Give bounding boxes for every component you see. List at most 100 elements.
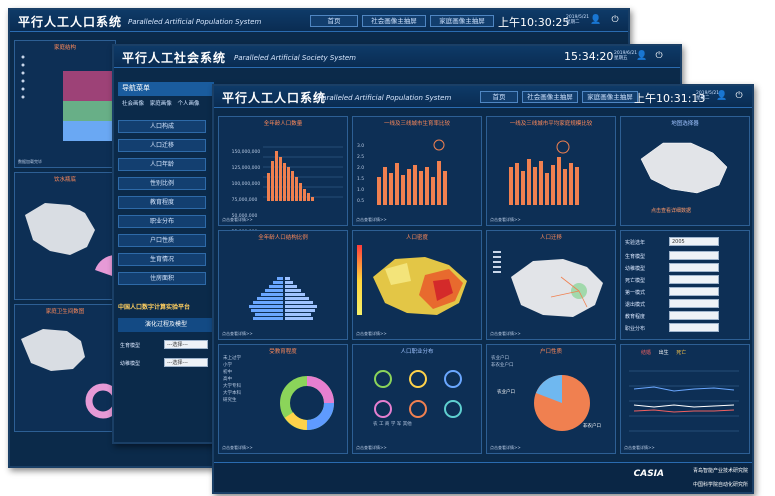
menu-item-birth[interactable]: 生育情况 [118,253,206,266]
experiment-selector-panel: 实验选年 2005 生育模型 幼稚模型 死亡模型 第一模式 退出模式 教育程度 … [620,230,750,340]
family-size-panel: 一线及三线城市平均家庭规模比较 点击查看详情>> [486,116,616,226]
hukou-label-agri: 农业户口 [497,390,515,395]
selector-input[interactable] [669,287,719,296]
occ-label: 军 [396,422,402,427]
user-icon[interactable]: 👤 [590,15,602,25]
density-legend-scale [357,245,362,315]
legend-item: 大学本科 [223,391,241,396]
panel-footer[interactable]: 点击查看详情>> [490,445,521,450]
panel-footer[interactable]: 点击查看详情>> [356,445,387,450]
tick: 75,000,000 [231,198,258,203]
front-titlebar: 平行人工人口系统 Paralleled Artificial Populatio… [214,86,752,108]
selector-input[interactable] [669,311,719,320]
status-text: 数据加载完毕 [18,159,42,164]
app-title: 平行人工人口系统 [222,91,327,105]
selector-input[interactable] [669,299,719,308]
panel-title: 受教育程度 [269,349,297,355]
vital-line-chart [629,370,739,432]
tab-social[interactable]: 社会画像 [122,101,145,107]
row-label: 死亡模型 [625,278,646,284]
tick: 3.0 [357,144,365,149]
power-icon[interactable]: ⏻ [611,15,619,25]
occ-label: 商 [384,422,390,427]
tabs: 社会画像 家庭画像 个人画像 [118,98,214,110]
app-title: 平行人工人口系统 [18,15,123,29]
menu-item-housing[interactable]: 住房面积 [118,272,206,285]
education-panel: 受教育程度 未上过学 小学 初中 高中 大学专科 大学本科 研究生 点击查看详情… [218,344,348,454]
tick: 1.0 [357,188,365,193]
panel-title: 饮水瓶底 [53,177,76,183]
legend-item: 初中 [223,370,232,375]
occupation-labels: 农 工 商 学 军 其他 [373,421,412,427]
back-titlebar: 平行人工人口系统 Paralleled Artificial Populatio… [10,10,628,32]
row-label: 生育模型 [625,254,646,260]
map-hint[interactable]: 点击查看详细数据 [651,208,692,214]
migration-panel: 人口迁移 点击查看详情>> [486,230,616,340]
app-subtitle: Paralleled Artificial Society System [234,54,356,62]
selector-input[interactable] [669,275,719,284]
panel-footer[interactable]: 点击查看详情>> [624,445,655,450]
tab-family[interactable]: 家庭画像 [149,101,172,107]
user-icon[interactable]: 👤 [716,91,728,101]
panel-footer[interactable]: 点击查看详情>> [222,445,253,450]
menu-item-age[interactable]: 人口年龄 [118,158,206,171]
fertility-bar-chart [377,139,447,205]
selector-input[interactable] [669,251,719,260]
china-map-small [25,203,115,277]
tab-person[interactable]: 个人画像 [177,101,200,107]
birth-model-select[interactable]: ---选择--- [164,340,208,349]
nav-family-button[interactable]: 家庭画像主抽屏 [430,15,494,27]
panel-footer[interactable]: 点击查看详情>> [490,217,521,222]
child-model-select[interactable]: ---选择--- [164,358,208,367]
y-ticks: 3.0 2.5 2.0 1.5 1.0 0.5 [357,141,364,207]
power-icon[interactable]: ⏻ [655,51,663,61]
panel-footer[interactable]: 点击查看详情>> [222,331,253,336]
year-select[interactable]: 2005 [669,237,719,246]
legend-item: 小学 [223,363,232,368]
china-map-selector[interactable] [631,131,741,201]
panel-footer[interactable]: 点击查看详情>> [356,331,387,336]
occupation-rings [374,370,462,418]
menu-item-composition[interactable]: 人口构成 [118,120,206,133]
migration-map[interactable] [491,247,611,331]
power-icon[interactable]: ⏻ [735,91,743,101]
vital-stats-panel: 结婚 出生 死亡 点击查看详情>> [620,344,750,454]
tick: 125,000,000 [231,166,261,171]
nav-home-button[interactable]: 首页 [310,15,358,27]
date: 2019/5/21 星期二 [566,15,590,25]
clock: 上午10:31:13 [634,92,706,105]
density-map[interactable] [367,247,477,327]
legend-item: 非农业户口 [491,363,514,368]
date: 2019/5/21 星期二 [696,91,720,101]
clock: 15:34:20 [564,50,614,63]
occ-label: 学 [390,422,396,427]
panel-title: 家庭卫生间数图 [45,309,85,315]
nav-society-button[interactable]: 社会画像主抽屏 [362,15,426,27]
panel-title: 人口密度 [405,235,428,241]
menu-item-gender[interactable]: 性别比例 [118,177,206,190]
nav-society-button[interactable]: 社会画像主抽屏 [522,91,578,103]
date: 2019/6/21 星期五 [614,51,638,61]
map-selector-panel: 地图选择器 点击查看详细数据 [620,116,750,226]
population-count-panel: 全年龄人口数量 150,000,000 125,000,000 100,000,… [218,116,348,251]
nav-home-button[interactable]: 首页 [480,91,518,103]
panel-footer[interactable]: 点击查看详情>> [222,217,253,222]
family-bar-chart [21,55,113,141]
tick: 150,000,000 [231,150,261,155]
edu-legend: 未上过学 小学 初中 高中 大学专科 大学本科 研究生 [223,355,241,404]
selector-input[interactable] [669,263,719,272]
occ-label: 农 [373,422,378,427]
menu-item-hukou[interactable]: 户口性质 [118,234,206,247]
panel-title: 人口职业分布 [400,349,434,355]
form-label-child: 幼稚模型 [120,361,141,367]
menu-item-occupation[interactable]: 职业分布 [118,215,206,228]
menu-item-education[interactable]: 教育程度 [118,196,206,209]
nav-family-button[interactable]: 家庭画像主抽屏 [582,91,638,103]
selector-input[interactable] [669,323,719,332]
panel-footer[interactable]: 点击查看详情>> [490,331,521,336]
user-icon[interactable]: 👤 [636,51,648,61]
app-subtitle: Paralleled Artificial Population System [128,18,262,26]
panel-footer[interactable]: 点击查看详情>> [356,217,387,222]
menu-item-migration[interactable]: 人口迁移 [118,139,206,152]
legend-marriage: 结婚 [641,350,652,356]
